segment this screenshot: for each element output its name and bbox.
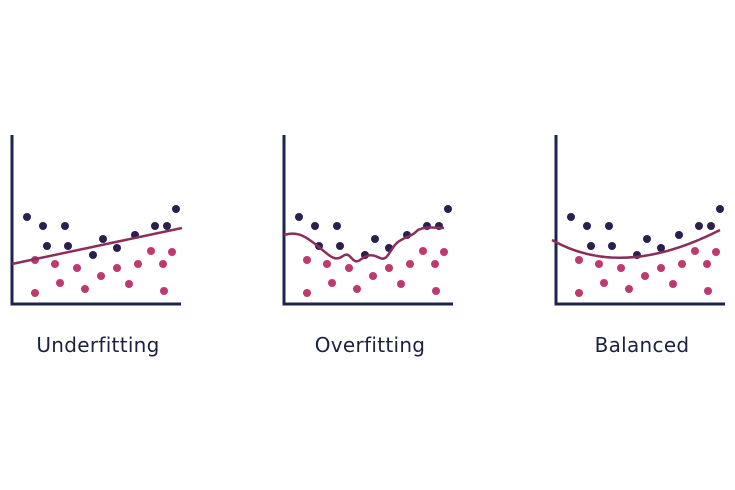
pink-dot — [657, 264, 665, 272]
dark-dot — [39, 222, 47, 230]
dark-dot — [61, 222, 69, 230]
pink-dot — [575, 289, 583, 297]
pink-dot — [81, 285, 89, 293]
dark-dot — [43, 242, 51, 250]
panel-label: Underfitting — [36, 333, 160, 357]
dark-dot — [311, 222, 319, 230]
dark-dot — [89, 251, 97, 259]
pink-dot — [440, 248, 448, 256]
pink-dot — [385, 264, 393, 272]
pink-dot — [419, 247, 427, 255]
pink-dot — [431, 260, 439, 268]
pink-dot — [432, 287, 440, 295]
scatter-plot — [10, 135, 183, 306]
pink-dot — [703, 260, 711, 268]
pink-dot — [328, 279, 336, 287]
panel-overfitting: Overfitting — [280, 130, 460, 370]
dark-dot — [716, 205, 724, 213]
dark-dot — [113, 244, 121, 252]
pink-dot — [575, 256, 583, 264]
pink-dot — [303, 256, 311, 264]
dark-dot — [23, 213, 31, 221]
pink-dot — [353, 285, 361, 293]
pink-dot — [406, 260, 414, 268]
pink-dot — [669, 280, 677, 288]
dark-dot — [163, 222, 171, 230]
pink-dot — [97, 272, 105, 280]
pink-dot — [595, 260, 603, 268]
dark-dot — [587, 242, 595, 250]
panel-label: Overfitting — [314, 333, 426, 357]
pink-dot — [625, 285, 633, 293]
pink-dot — [617, 264, 625, 272]
dark-dot — [695, 222, 703, 230]
dark-dot — [295, 213, 303, 221]
pink-dot — [56, 279, 64, 287]
scatter-plot — [551, 135, 725, 306]
dark-dot — [643, 235, 651, 243]
axes — [554, 135, 725, 306]
pink-dot — [704, 287, 712, 295]
dark-dot — [608, 242, 616, 250]
pink-dot — [691, 247, 699, 255]
axes — [282, 135, 453, 306]
pink-dot — [397, 280, 405, 288]
pink-dot — [51, 260, 59, 268]
pink-dot — [369, 272, 377, 280]
dark-dot — [333, 222, 341, 230]
pink-dot — [345, 264, 353, 272]
pink-dot — [303, 289, 311, 297]
dark-dot — [151, 222, 159, 230]
pink-dot — [125, 280, 133, 288]
dark-dot — [675, 231, 683, 239]
axes — [10, 135, 181, 306]
panel-balanced: Balanced — [551, 130, 732, 370]
fit-curve — [11, 226, 183, 266]
dark-dot — [657, 244, 665, 252]
pink-dot — [160, 287, 168, 295]
pink-dot — [600, 279, 608, 287]
fit-curve — [551, 228, 721, 260]
dark-dot — [371, 235, 379, 243]
pink-dot — [159, 260, 167, 268]
pink-dot — [641, 272, 649, 280]
dark-dot — [444, 205, 452, 213]
dark-dot — [64, 242, 72, 250]
panel-label: Balanced — [594, 333, 690, 357]
scatter-plot — [282, 135, 453, 306]
panel-underfitting: Underfitting — [8, 130, 188, 370]
dark-dot — [336, 242, 344, 250]
pink-dot — [168, 248, 176, 256]
dark-dot — [172, 205, 180, 213]
pink-dot — [147, 247, 155, 255]
pink-dot — [134, 260, 142, 268]
dark-dot — [583, 222, 591, 230]
pink-dot — [712, 248, 720, 256]
fit-curve — [283, 226, 445, 263]
dark-dot — [605, 222, 613, 230]
dark-dot — [99, 235, 107, 243]
pink-dot — [678, 260, 686, 268]
dark-dot — [707, 222, 715, 230]
pink-dot — [73, 264, 81, 272]
pink-dot — [31, 289, 39, 297]
pink-dot — [113, 264, 121, 272]
dark-dot — [567, 213, 575, 221]
pink-dot — [323, 260, 331, 268]
